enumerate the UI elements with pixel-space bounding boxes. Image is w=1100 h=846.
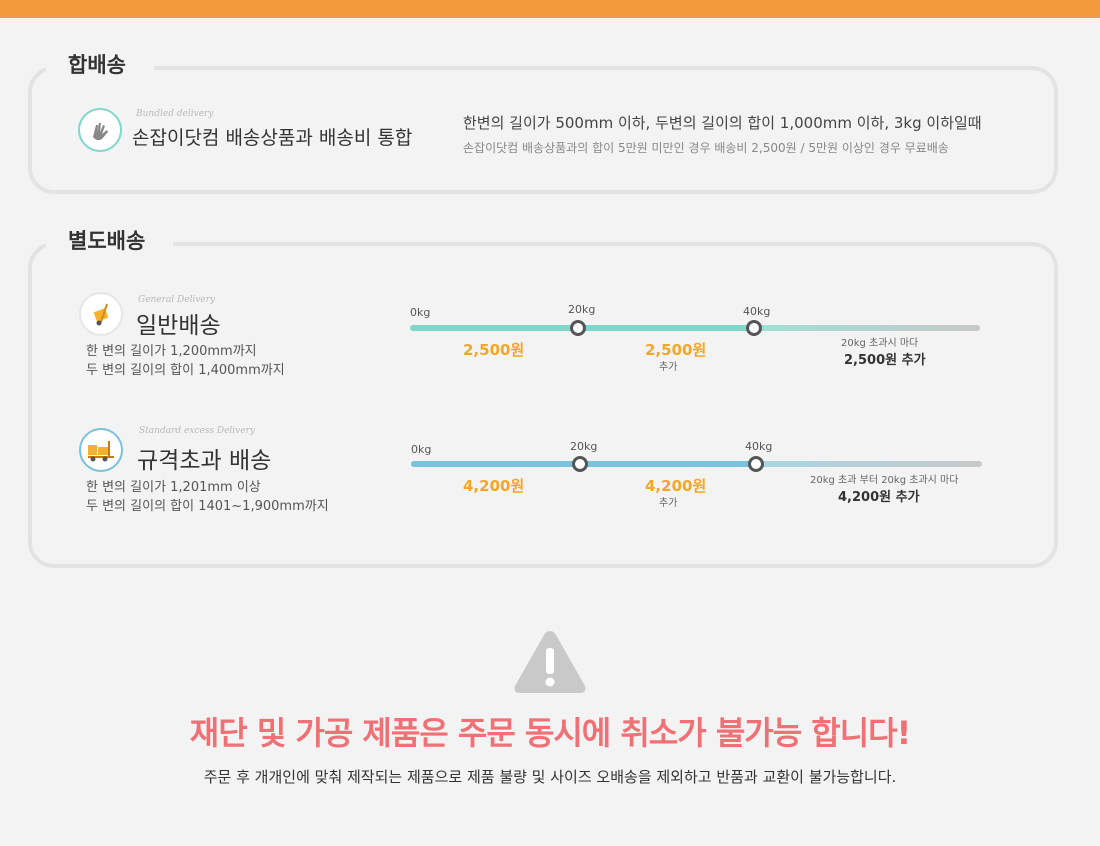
general-weight-20kg: 20kg	[568, 303, 596, 316]
top-accent-bar	[0, 0, 1100, 18]
general-weight-40kg: 40kg	[743, 305, 771, 318]
oversize-price-0-20: 4,200원	[463, 477, 525, 495]
bundled-en-subtitle: Bundled delivery	[136, 109, 214, 119]
oversize-title: 규격초과 배송	[137, 448, 272, 474]
general-bar-over	[755, 325, 980, 331]
oversize-weight-0kg: 0kg	[411, 443, 432, 456]
bundled-condition: 한변의 길이가 500mm 이하, 두변의 길이의 합이 1,000mm 이하,…	[463, 114, 982, 132]
warning-triangle-icon	[512, 628, 588, 696]
general-desc-2: 두 변의 길이의 합이 1,400mm까지	[86, 363, 285, 378]
general-title: 일반배송	[136, 313, 221, 339]
general-price-20-40: 2,500원	[645, 341, 707, 359]
oversize-desc-2: 두 변의 길이의 합이 1401~1,900mm까지	[86, 499, 329, 514]
general-price-0-20: 2,500원	[463, 341, 525, 359]
general-over-note: 20kg 초과시 마다	[841, 338, 919, 349]
bundled-section-title: 합배송	[46, 50, 154, 80]
general-node-20kg	[570, 320, 586, 336]
hand-truck-icon	[79, 292, 123, 336]
bundled-delivery-box	[28, 66, 1058, 194]
oversize-price-20-40: 4,200원	[645, 477, 707, 495]
general-node-40kg	[746, 320, 762, 336]
general-en-subtitle: General Delivery	[138, 295, 216, 305]
general-over-price: 2,500원 추가	[844, 353, 926, 368]
general-weight-0kg: 0kg	[410, 306, 431, 319]
oversize-node-20kg	[572, 456, 588, 472]
separate-delivery-box	[28, 242, 1058, 568]
general-desc-1: 한 변의 길이가 1,200mm까지	[86, 344, 257, 359]
warning-subtitle: 주문 후 개개인에 맞춰 제작되는 제품으로 제품 불량 및 사이즈 오배송을 …	[203, 768, 897, 786]
oversize-extra-label: 추가	[659, 498, 678, 509]
oversize-en-subtitle: Standard excess Delivery	[139, 426, 255, 436]
warning-title: 재단 및 가공 제품은 주문 동시에 취소가 불가능 합니다!	[189, 714, 911, 752]
oversize-over-note: 20kg 초과 부터 20kg 초과시 마다	[810, 475, 959, 486]
oversize-over-price: 4,200원 추가	[838, 490, 920, 505]
forklift-icon	[79, 428, 123, 472]
oversize-bar-over	[756, 461, 982, 467]
bundled-fee-info: 손잡이닷컴 배송상품과의 합이 5만원 미만인 경우 배송비 2,500원 / …	[463, 141, 949, 155]
general-extra-label: 추가	[659, 362, 678, 373]
hand-icon	[78, 108, 122, 152]
oversize-weight-20kg: 20kg	[570, 440, 598, 453]
bundled-title: 손잡이닷컴 배송상품과 배송비 통합	[132, 127, 413, 149]
oversize-weight-40kg: 40kg	[745, 440, 773, 453]
separate-section-title: 별도배송	[46, 226, 174, 256]
oversize-desc-1: 한 변의 길이가 1,201mm 이상	[86, 480, 261, 495]
oversize-node-40kg	[748, 456, 764, 472]
